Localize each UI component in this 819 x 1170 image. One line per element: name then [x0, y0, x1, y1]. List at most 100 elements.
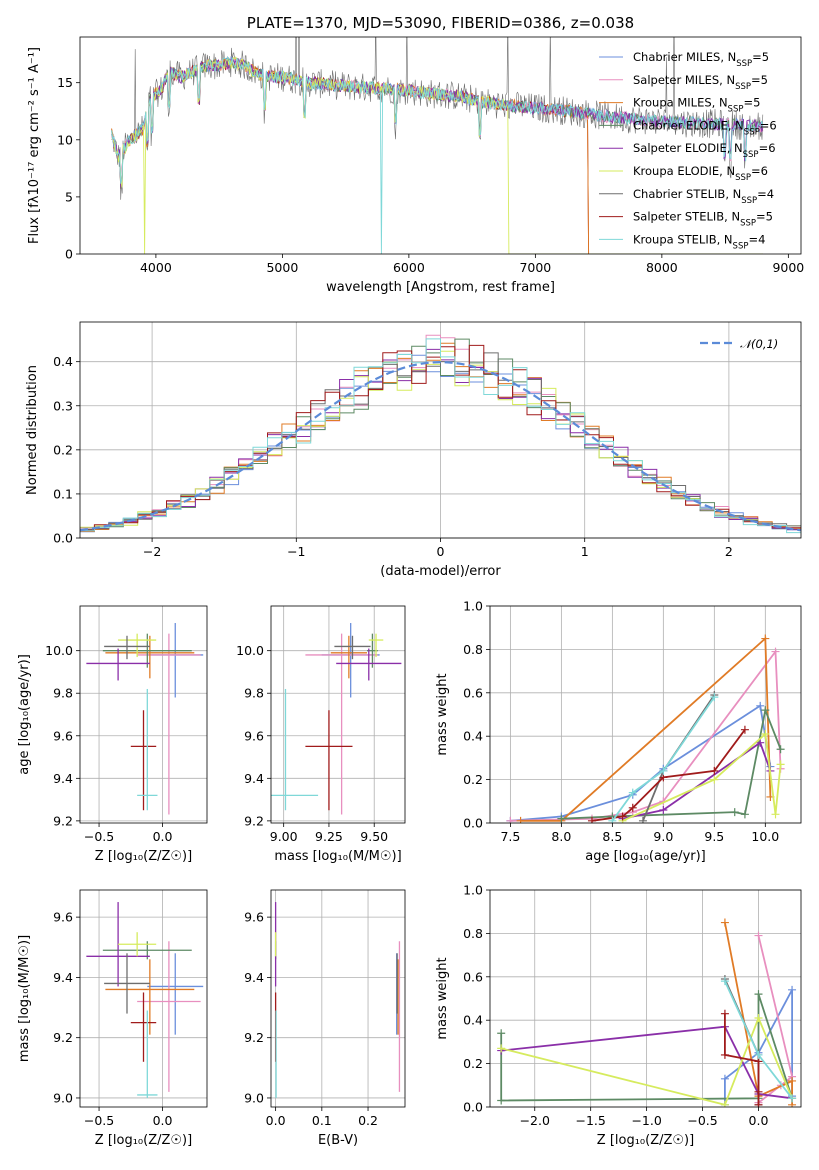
mass_vs_EBV-ytick-label: 9.6 — [244, 910, 264, 925]
spectrum-xtick-label: 5000 — [266, 260, 298, 275]
residuals-axes: −2 −1 0 1 2 0.0 0.1 0.2 0.3 0.4 (data-model)/error… — [25, 321, 802, 579]
mass_vs_Z-ytick-label: 9.0 — [53, 1090, 73, 1105]
mw-point-marker — [754, 990, 763, 999]
residuals-ytick-label: 0.0 — [53, 531, 73, 546]
spectrum-ytick-label: 15 — [57, 75, 73, 90]
age_vs_Z-ytick-label: 9.8 — [53, 686, 73, 701]
mass_weight_vs_age-ytick-label: 0.4 — [463, 729, 483, 744]
spectrum-xtick-label: 9000 — [772, 260, 804, 275]
mw-point-marker — [516, 816, 525, 823]
mass_vs_Z-ytick-label: 9.6 — [53, 910, 73, 925]
age_vs_mass-xtick-label: 9.50 — [360, 829, 388, 844]
residuals-ylabel: Normed distribution — [25, 365, 40, 495]
legend-entry: Salpeter STELIB, NSSP=5 — [633, 210, 773, 229]
mass_vs_EBV-axes: 0.0 0.1 0.2 9.0 9.2 9.4 9.6 E(B-V) — [244, 889, 406, 1148]
mass_weight_vs_Z-xtick-label: −1.5 — [576, 1113, 606, 1128]
mass_weight_vs_age-ylabel: mass weight — [435, 673, 450, 755]
mw-line-kroupa-miles — [724, 922, 793, 1105]
spectrum-line-kroupa-stelib — [111, 56, 764, 254]
mw-line-salpeter-stelib — [591, 729, 746, 822]
residuals-ytick-label: 0.4 — [53, 354, 73, 369]
mass_weight_vs_age-xlabel: age [log₁₀(age/yr)] — [585, 849, 706, 864]
age_vs_Z-frame — [79, 605, 208, 824]
mass_weight_vs_Z-plot-area — [497, 918, 797, 1107]
mw-point-marker — [754, 931, 763, 940]
mw-point-marker — [628, 803, 637, 812]
mass_weight_vs_age-xtick-label: 8.0 — [551, 829, 571, 844]
spectrum-ylabel: Flux [fλ10⁻¹⁷ erg cm⁻² s⁻¹ A⁻¹] — [27, 47, 42, 244]
spectrum-line-kroupa-elodie — [111, 56, 763, 254]
age_vs_mass-xlabel: mass [log₁₀(M/M☉)] — [274, 849, 401, 864]
mass_weight_vs_age-ytick-label: 1.0 — [463, 599, 483, 614]
normal-curve — [80, 360, 801, 532]
mass_weight_vs_age-xtick-label: 9.5 — [704, 829, 724, 844]
mass_weight_vs_Z-ylabel: mass weight — [435, 957, 450, 1039]
legend-entry: Chabrier ELODIE, NSSP=6 — [633, 118, 777, 137]
mw-point-marker — [776, 760, 785, 769]
residuals-xtick-label: −1 — [287, 544, 305, 559]
mw-line-kroupa-elodie — [500, 1015, 793, 1106]
residuals-ytick-label: 0.2 — [53, 442, 73, 457]
mass_weight_vs_age-xtick-label: 8.5 — [602, 829, 622, 844]
age_vs_mass-xtick-label: 9.25 — [315, 829, 343, 844]
errbar-chabrier-elodie — [102, 633, 192, 668]
mass_vs_Z-ylabel: mass [log₁₀(M/M☉)] — [17, 935, 32, 1062]
mw-point-marker — [761, 730, 770, 739]
age_vs_Z-ytick-label: 9.6 — [53, 728, 73, 743]
spectrum-ytick-label: 0 — [65, 247, 73, 262]
age_vs_mass-ytick-label: 9.2 — [244, 813, 264, 828]
mass_weight_vs_age-xtick-label: 10.0 — [751, 829, 779, 844]
age_vs_Z-plot-area — [86, 623, 204, 815]
mass_weight_vs_Z-ytick-label: 0.6 — [463, 969, 483, 984]
legend-entry: Kroupa MILES, NSSP=5 — [633, 96, 760, 115]
errbar-salpeter-stelib — [305, 710, 353, 811]
mass_weight_vs_Z-frame — [489, 889, 802, 1108]
errbar-chabrier-stelib — [334, 635, 371, 660]
errbar-kroupa-stelib — [271, 688, 319, 811]
residual-legend: 𝒩(0,1) — [700, 337, 778, 351]
mass_vs_Z-axes: −0.5 0.0 9.0 9.2 9.4 9.6 Z [log₁₀(Z/Z☉)] mass [… — [17, 889, 208, 1148]
mass_vs_EBV-xtick-label: 0.1 — [312, 1113, 332, 1128]
age_vs_Z-ylabel: age [log₁₀(age/yr)] — [17, 654, 32, 775]
mw-point-marker — [608, 816, 617, 823]
mass_weight_vs_Z-ytick-label: 1.0 — [463, 883, 483, 898]
mass_weight_vs_age-axes: 7.5 8.0 8.5 9.0 9.5 10.0 0.0 0.2 0.4 0.6 0.8 1.0 age… — [435, 599, 802, 864]
spectrum-ytick-label: 10 — [57, 132, 73, 147]
age_vs_mass-plot-area — [271, 623, 402, 815]
errbar-kroupa-miles — [330, 635, 367, 679]
mass_weight_vs_Z-xtick-label: −2.0 — [520, 1113, 550, 1128]
errbar-salpeter-elodie — [86, 648, 150, 681]
mass_vs_EBV-ytick-label: 9.0 — [244, 1090, 264, 1105]
errbar-kroupa-elodie — [118, 633, 157, 658]
age_vs_Z-ytick-label: 9.4 — [53, 771, 73, 786]
mw-point-marker — [628, 788, 637, 797]
mw-point-marker — [587, 816, 596, 823]
mass_vs_Z-xtick-label: −0.5 — [84, 1113, 114, 1128]
residuals-xlabel: (data-model)/error — [380, 564, 501, 579]
legend-entry: Salpeter ELODIE, NSSP=6 — [633, 141, 776, 160]
residuals-ytick-label: 0.1 — [53, 486, 73, 501]
mw-point-marker — [497, 1044, 506, 1053]
age_vs_mass-frame — [270, 605, 406, 824]
mw-point-marker — [761, 634, 770, 643]
spectrum-xlabel: wavelength [Angstrom, rest frame] — [326, 280, 555, 295]
mass_vs_EBV-ytick-label: 9.4 — [244, 970, 264, 985]
errbar-salpeter-elodie — [336, 648, 402, 681]
mass_weight_vs_age-xtick-label: 7.5 — [500, 829, 520, 844]
age_vs_Z-axes: −0.5 0.0 9.2 9.4 9.6 9.8 10.0 Z [log₁₀(Z/Z☉)] ag… — [17, 605, 208, 864]
mass_vs_EBV-frame — [270, 889, 406, 1108]
legend-entry: Chabrier STELIB, NSSP=4 — [633, 187, 774, 206]
errbar-salpeter-stelib — [130, 710, 157, 811]
spectrum-xtick-label: 7000 — [519, 260, 551, 275]
age_vs_mass-ytick-label: 9.6 — [244, 728, 264, 743]
age_vs_Z-ytick-label: 9.2 — [53, 813, 73, 828]
mass_vs_Z-ytick-label: 9.2 — [53, 1030, 73, 1045]
mass_vs_EBV-plot-area — [274, 902, 401, 1098]
mw-point-marker — [720, 1074, 729, 1083]
mw-point-marker — [754, 1100, 763, 1107]
mass_weight_vs_age-xtick-label: 9.0 — [653, 829, 673, 844]
mw-point-marker — [659, 766, 668, 775]
residuals-xtick-label: −2 — [143, 544, 161, 559]
mass_weight_vs_Z-ytick-label: 0.2 — [463, 1056, 483, 1071]
